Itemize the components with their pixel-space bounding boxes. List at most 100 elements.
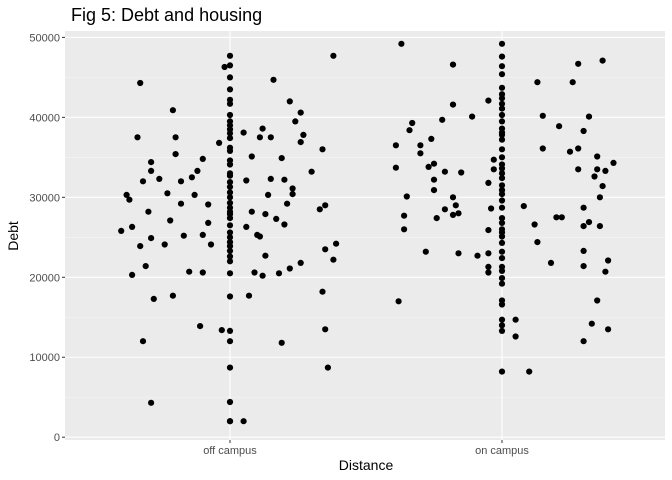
data-point <box>194 167 201 174</box>
data-point <box>145 208 152 215</box>
data-point <box>169 107 176 114</box>
y-axis-title: Debt <box>5 221 21 251</box>
data-point <box>488 205 495 212</box>
data-point <box>531 221 538 228</box>
data-point <box>300 131 307 138</box>
data-point <box>259 125 266 132</box>
data-point <box>221 63 228 71</box>
data-point <box>610 159 617 166</box>
data-point <box>177 200 185 207</box>
data-point <box>575 145 582 152</box>
data-point <box>226 338 234 345</box>
data-point <box>594 153 601 160</box>
data-point <box>284 200 291 207</box>
data-point <box>498 204 506 211</box>
data-point <box>226 229 234 236</box>
minor-gridlines <box>65 77 665 398</box>
data-point <box>243 223 250 230</box>
data-point <box>286 265 293 272</box>
data-point <box>575 166 582 173</box>
chart-title: Fig 5: Debt and housing <box>71 5 262 25</box>
data-point <box>534 239 541 246</box>
data-point <box>297 139 304 146</box>
data-point <box>267 175 274 182</box>
data-point <box>605 326 612 333</box>
data-point <box>417 150 424 157</box>
data-point <box>449 61 457 68</box>
data-point <box>226 234 234 241</box>
data-point <box>319 146 326 153</box>
data-point <box>226 74 234 81</box>
data-point <box>498 197 506 204</box>
data-point <box>485 227 492 234</box>
data-point <box>172 134 179 141</box>
data-point <box>226 398 234 406</box>
data-point <box>498 215 506 222</box>
data-point <box>455 210 462 217</box>
data-point <box>316 206 323 213</box>
data-point <box>262 252 269 259</box>
data-point <box>498 100 506 107</box>
data-point <box>169 292 176 299</box>
data-point <box>602 268 609 275</box>
data-point <box>177 178 185 185</box>
data-point <box>265 191 272 198</box>
data-point <box>498 248 506 255</box>
data-point <box>433 215 440 222</box>
data-point <box>226 172 234 179</box>
y-tick-label: 10000 <box>29 352 60 364</box>
data-point <box>485 263 492 270</box>
data-point <box>585 113 593 120</box>
x-axis: off campus on campus <box>203 440 529 457</box>
data-point <box>205 201 212 208</box>
data-point <box>449 101 457 108</box>
data-point <box>270 76 277 83</box>
data-point <box>139 178 147 185</box>
data-point <box>485 269 492 276</box>
data-point <box>226 122 234 129</box>
data-point <box>498 297 506 304</box>
data-point <box>226 111 234 119</box>
data-point <box>123 191 130 198</box>
data-point <box>439 116 446 123</box>
data-point <box>148 235 155 242</box>
data-point <box>139 338 147 345</box>
data-point <box>441 206 448 213</box>
data-point <box>322 326 329 333</box>
plot-panel <box>65 31 665 440</box>
data-point <box>297 259 304 266</box>
data-point <box>226 62 234 69</box>
data-point <box>498 182 506 189</box>
data-point <box>240 129 247 136</box>
data-point <box>594 297 601 304</box>
data-point <box>322 202 329 209</box>
x-axis-title: Distance <box>339 457 394 473</box>
data-point <box>150 295 157 302</box>
data-point <box>588 320 595 327</box>
data-point <box>142 263 149 270</box>
data-point <box>330 256 337 263</box>
data-point <box>330 52 337 59</box>
data-point <box>498 263 506 270</box>
data-point <box>599 57 606 64</box>
data-point <box>226 211 234 218</box>
data-point <box>218 327 225 334</box>
data-point <box>498 280 506 287</box>
data-point <box>569 79 576 86</box>
data-point <box>286 98 293 105</box>
data-point <box>226 96 234 103</box>
data-point <box>226 364 234 371</box>
data-point <box>580 338 587 345</box>
data-point <box>498 161 506 168</box>
data-point <box>240 418 247 425</box>
data-point <box>199 155 206 162</box>
data-point <box>425 163 432 170</box>
data-point <box>539 112 546 119</box>
data-point <box>422 248 429 255</box>
data-point <box>498 255 506 262</box>
data-point <box>428 135 435 142</box>
data-point <box>430 160 438 167</box>
data-point <box>498 327 506 334</box>
data-point <box>401 212 408 219</box>
